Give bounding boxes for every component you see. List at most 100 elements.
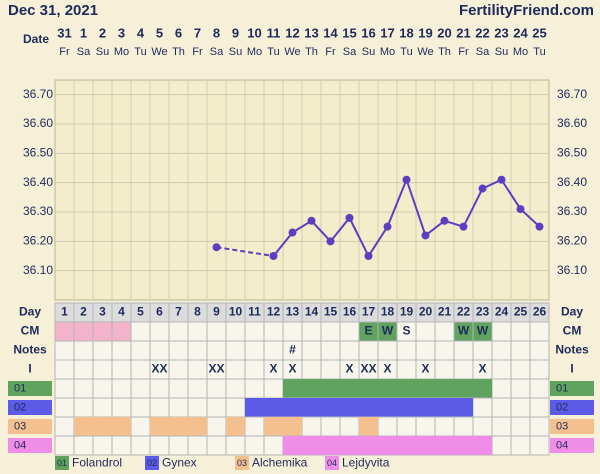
row-cell [434, 321, 455, 342]
legend-name: Folandrol [72, 456, 122, 470]
weekday-label: Th [438, 46, 451, 58]
row-cell [339, 321, 360, 342]
y-tick-label-right: 36.10 [557, 263, 587, 277]
date-label: 6 [175, 25, 182, 40]
med-cell [187, 378, 208, 399]
row-cell [529, 359, 550, 380]
date-label: 9 [232, 25, 239, 40]
temp-line [462, 188, 484, 228]
date-label: 19 [418, 25, 432, 40]
legend-swatch [145, 456, 159, 470]
weekday-label: Tu [267, 46, 279, 58]
med-cell [206, 435, 227, 456]
temp-line [310, 220, 332, 243]
row-cell [225, 340, 246, 361]
med-day [416, 379, 435, 398]
row-cell [396, 340, 417, 361]
temp-line [367, 226, 389, 257]
temp-point [478, 184, 487, 193]
med-day [416, 436, 435, 455]
row-cell [472, 340, 493, 361]
row-entry: XX [151, 362, 167, 376]
date-label: 20 [437, 25, 451, 40]
med-cell [206, 416, 227, 437]
med-day [74, 417, 93, 436]
med-number-right: 03 [556, 420, 568, 432]
med-number: 02 [14, 401, 26, 413]
row-entry: X [421, 362, 429, 376]
med-day [93, 417, 112, 436]
temp-point [307, 216, 316, 225]
row-cell [244, 321, 265, 342]
x-axis-label: Date [23, 32, 49, 46]
date-label: 16 [361, 25, 375, 40]
weekday-label: Fr [192, 46, 203, 58]
site-name: FertilityFriend.com [459, 2, 594, 19]
row-cell [529, 340, 550, 361]
med-label-box [8, 438, 52, 453]
row-cell [206, 321, 227, 342]
date-label: 15 [342, 25, 356, 40]
weekday-label: Mo [513, 46, 528, 58]
day-number: 17 [362, 305, 376, 319]
row-entry: X [269, 362, 277, 376]
row-cell [491, 321, 512, 342]
med-label-box [8, 419, 52, 434]
med-number-right: 02 [556, 401, 568, 413]
med-day [283, 398, 302, 417]
row-cell [149, 340, 170, 361]
med-day [245, 398, 264, 417]
med-cell [168, 378, 189, 399]
weekday-label: Mo [247, 46, 262, 58]
med-day [321, 398, 340, 417]
row-cell [244, 340, 265, 361]
row-cell [453, 340, 474, 361]
med-cell [263, 435, 284, 456]
row-cell [320, 359, 341, 380]
row-entry: XX [360, 362, 376, 376]
row-entry: XX [208, 362, 224, 376]
row-cell [225, 321, 246, 342]
med-day [397, 398, 416, 417]
med-day [359, 436, 378, 455]
y-tick-label: 36.40 [23, 175, 53, 189]
med-number: 04 [14, 439, 26, 451]
weekday-label: Sa [77, 46, 91, 58]
day-number: 20 [419, 305, 433, 319]
legend-swatch [55, 456, 69, 470]
row-entry: S [402, 324, 410, 338]
med-cell [130, 435, 151, 456]
med-day [359, 417, 378, 436]
weekday-label: Su [495, 46, 508, 58]
med-cell [491, 416, 512, 437]
row-cell [358, 340, 379, 361]
row-cell [54, 321, 75, 342]
day-number: 25 [514, 305, 528, 319]
row-cell [396, 359, 417, 380]
med-cell [491, 378, 512, 399]
med-cell [510, 378, 531, 399]
weekday-label: Tu [134, 46, 146, 58]
y-tick-label: 36.60 [23, 116, 53, 130]
row-entry: E [364, 324, 372, 338]
day-number: 16 [343, 305, 357, 319]
weekday-label: Mo [380, 46, 395, 58]
med-day [340, 379, 359, 398]
med-cell [54, 397, 75, 418]
med-cell [92, 397, 113, 418]
weekday-label: Sa [476, 46, 490, 58]
date-label: 24 [513, 25, 528, 40]
legend-number: 04 [327, 458, 337, 468]
date-label: 12 [285, 25, 299, 40]
date-label: 21 [456, 25, 470, 40]
temp-point [497, 175, 506, 184]
date-label: 5 [156, 25, 163, 40]
day-number: 10 [229, 305, 243, 319]
row-cell [510, 340, 531, 361]
y-tick-label-right: 36.60 [557, 116, 587, 130]
date-label: 4 [137, 25, 145, 40]
med-number-right: 01 [556, 382, 568, 394]
row-cell [73, 321, 94, 342]
med-day [150, 417, 169, 436]
date-label: 17 [380, 25, 394, 40]
